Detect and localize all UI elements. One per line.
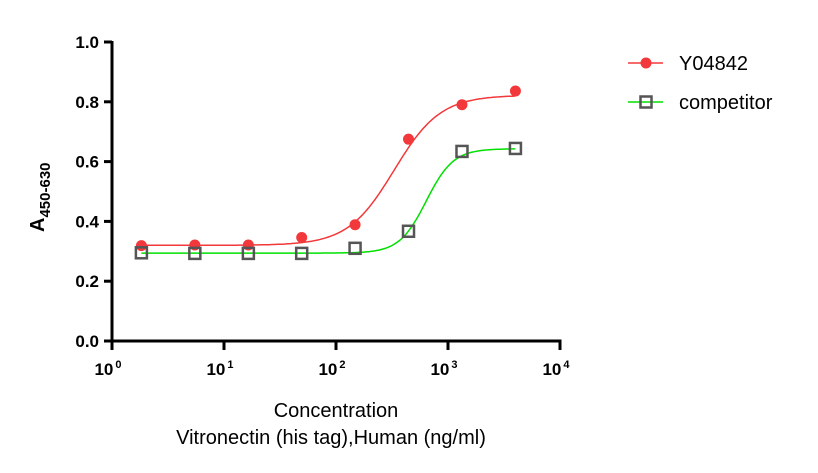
- point-Y04842: [509, 85, 521, 97]
- y-tick-label: 0.2: [75, 272, 99, 291]
- y-axis-label-main: A: [27, 218, 49, 232]
- point-competitor: [348, 241, 362, 256]
- point-competitor: [241, 246, 256, 261]
- data-points: [134, 85, 523, 261]
- legend-marker-Y04842: [640, 57, 652, 69]
- x-tick-label: 10 4: [542, 359, 570, 379]
- fit-curve-Y04842: [141, 95, 516, 247]
- point-Y04842: [296, 232, 308, 244]
- point-Y04842: [403, 133, 415, 145]
- y-tick-label: 0.8: [75, 93, 99, 112]
- legend-marker-competitor: [639, 95, 653, 109]
- y-axis-label: A450-630: [27, 162, 54, 232]
- legend-label-Y04842: Y04842: [679, 53, 748, 75]
- y-tick-label: 1.0: [75, 33, 99, 52]
- fit-curves: [141, 95, 516, 254]
- axes: 0.0 0.2 0.4 0.6 0.8 1.0 10 0 10 1 10 2 10 3 10 4: [75, 33, 570, 379]
- y-tick-label: 0.4: [75, 212, 99, 231]
- point-Y04842: [349, 219, 361, 231]
- legend-label-competitor: competitor: [679, 92, 773, 114]
- point-competitor: [134, 246, 149, 260]
- x-tick-label: 10 1: [206, 359, 233, 379]
- x-axis-label: Concentration: [274, 400, 399, 422]
- y-tick-label: 0.6: [75, 153, 99, 172]
- x-axis-label-units: Vitronectin (his tag),Human (ng/ml): [176, 427, 486, 449]
- point-competitor: [508, 141, 523, 156]
- point-Y04842: [135, 240, 147, 252]
- point-competitor: [188, 246, 202, 261]
- point-competitor: [455, 144, 469, 159]
- point-Y04842: [456, 99, 468, 111]
- y-axis-label-subscript: 450-630: [37, 162, 54, 217]
- fit-curve-competitor: [141, 148, 516, 254]
- x-tick-label: 10 2: [318, 359, 345, 379]
- x-tick-label: 10 3: [430, 359, 457, 379]
- point-competitor: [401, 224, 416, 239]
- y-tick-label: 0.0: [75, 332, 99, 351]
- point-competitor: [294, 246, 309, 261]
- legend: Y04842 competitor: [628, 53, 773, 114]
- x-tick-label: 10 0: [94, 359, 121, 379]
